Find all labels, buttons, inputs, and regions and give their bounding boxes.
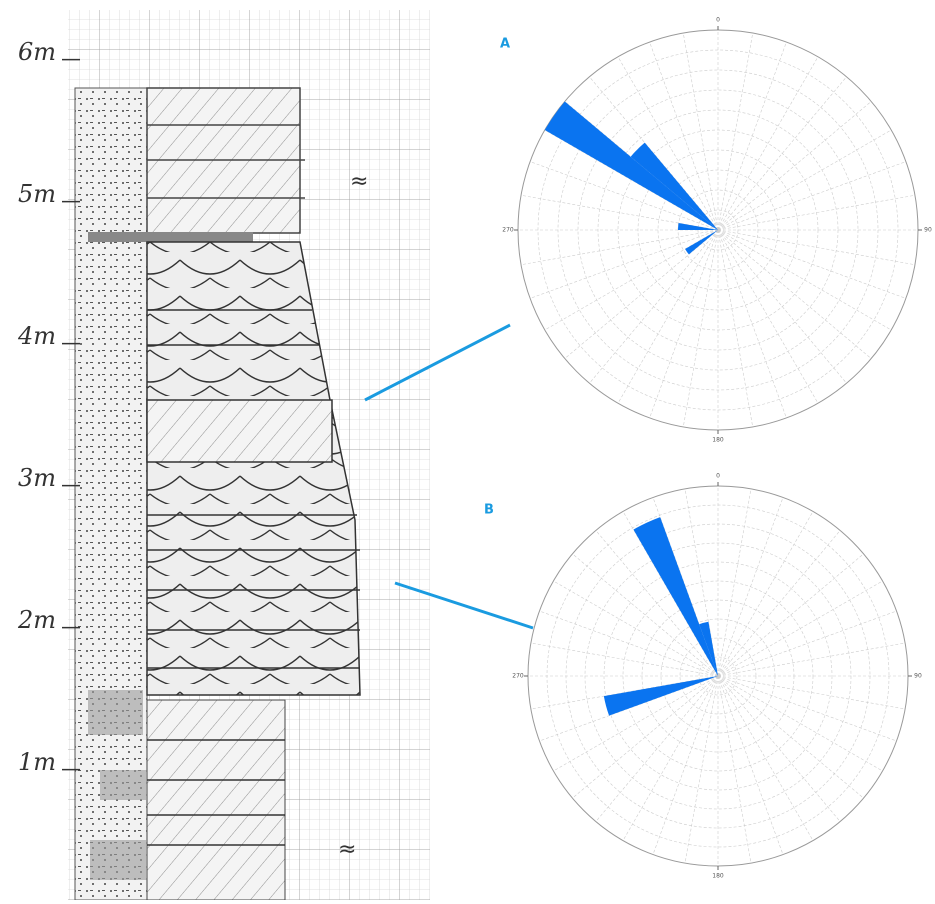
direction-label: 90 [924,227,932,234]
spoke [718,554,864,676]
direction-label: 0 [716,17,720,24]
spoke [553,676,718,771]
depth-label: 4m [17,322,56,350]
spoke [718,162,906,230]
spoke [718,676,783,855]
depth-label: 3m [18,464,56,492]
svg-text:≈: ≈ [350,169,368,194]
spoke [683,230,718,427]
stratigraphic-log: ≈ ≈ [68,10,533,900]
spoke [718,676,813,841]
panel-label: A [500,37,510,52]
spoke [718,676,864,798]
depth-label: 6m [18,38,56,66]
spoke [718,611,897,676]
panel-label: B [484,503,494,518]
direction-label: 180 [712,873,724,880]
spoke [565,230,718,359]
depth-label: 2m [17,606,56,634]
rose-diagram: A 0 90 180 270 [500,17,932,444]
spoke [718,42,786,230]
spoke [718,511,813,676]
svg-text:≈: ≈ [338,837,356,862]
spoke [718,676,883,771]
spoke [718,195,915,230]
direction-label: 180 [712,437,724,444]
petal [545,101,718,230]
spoke [718,33,753,230]
spoke [718,230,871,359]
depth-label: 5m [18,180,56,208]
spoke [589,230,718,383]
direction-label: 270 [502,227,514,234]
spoke [718,230,915,265]
spoke [718,676,840,822]
spoke [623,511,718,676]
spoke [718,530,840,676]
direction-label: 0 [716,473,720,480]
spoke [718,230,753,427]
spoke [718,676,897,741]
spoke [572,554,718,676]
figure: ≈ ≈ 6m 5m 4m 3m 2m 1m A 0 90 180 270 B 0 90 180 270 [0,0,935,900]
spoke [718,230,847,383]
rose-diagram: B 0 90 180 270 [484,473,922,880]
depth-label: 1m [18,748,56,776]
direction-label: 270 [512,673,524,680]
petal [685,230,718,254]
spoke [653,676,718,855]
spoke [718,581,883,676]
direction-label: 90 [914,673,922,680]
